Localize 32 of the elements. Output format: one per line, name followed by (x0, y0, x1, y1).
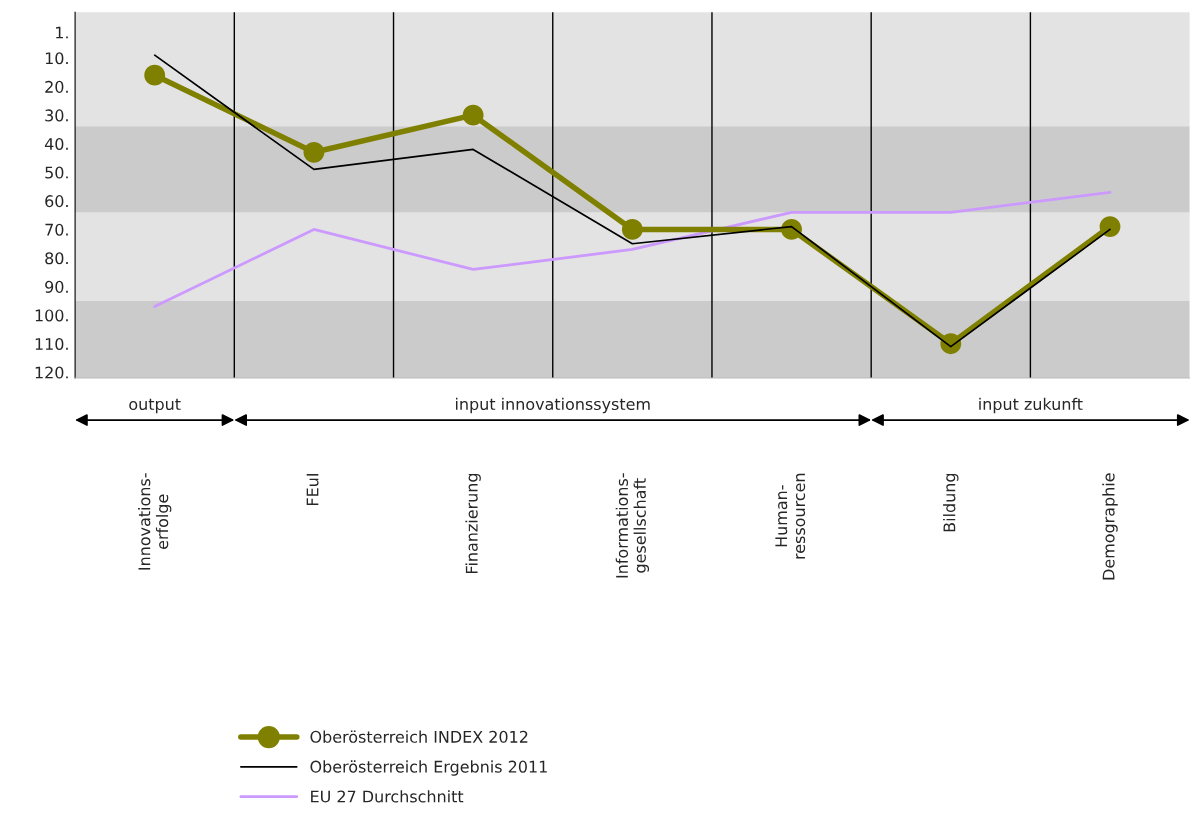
y-tick-label: 80. (45, 252, 68, 265)
text: output (129, 398, 181, 414)
y-tick-label: 10. (45, 52, 68, 65)
y-tick-label: 1. (56, 26, 68, 39)
y-tick-label: 100. (35, 309, 68, 322)
x-tick-label: Finanzierung (465, 473, 481, 573)
y-tick-label: 70. (45, 223, 68, 236)
x-tick-label: Human- ressourcen (775, 473, 806, 559)
x-tick-label: Bildung (943, 473, 959, 532)
y-tick-label: 50. (45, 166, 68, 179)
y-tick-label: 110. (35, 337, 68, 351)
point (621, 219, 643, 240)
x-tick-label: FEuI (306, 474, 319, 506)
legend-label: Oberösterreich INDEX 2012 (310, 730, 528, 743)
text: input zukunft (979, 397, 1083, 414)
y-tick-label: 40. (44, 137, 68, 151)
y-tick-label: 120. (35, 366, 68, 379)
point (303, 141, 325, 163)
y-tick-label: 30. (45, 109, 68, 122)
point (1099, 216, 1121, 238)
y-tick-label: 90. (45, 280, 68, 293)
x-tick-label: Informations- gesellschaft (615, 473, 650, 578)
legend-label: EU 27 Durchschnitt (311, 790, 464, 803)
point (462, 104, 484, 126)
y-tick-label: 60. (45, 195, 68, 208)
line-series (153, 190, 1112, 308)
point (144, 64, 166, 86)
x-tick-label: Innovations- erfolge (138, 473, 172, 570)
x-tick-label: Demographie (1102, 473, 1118, 580)
text: input innovationssystem (456, 397, 650, 414)
legend-label: Oberösterreich Ergebnis 2011 (310, 760, 547, 776)
y-tick-label: 20. (45, 80, 68, 93)
